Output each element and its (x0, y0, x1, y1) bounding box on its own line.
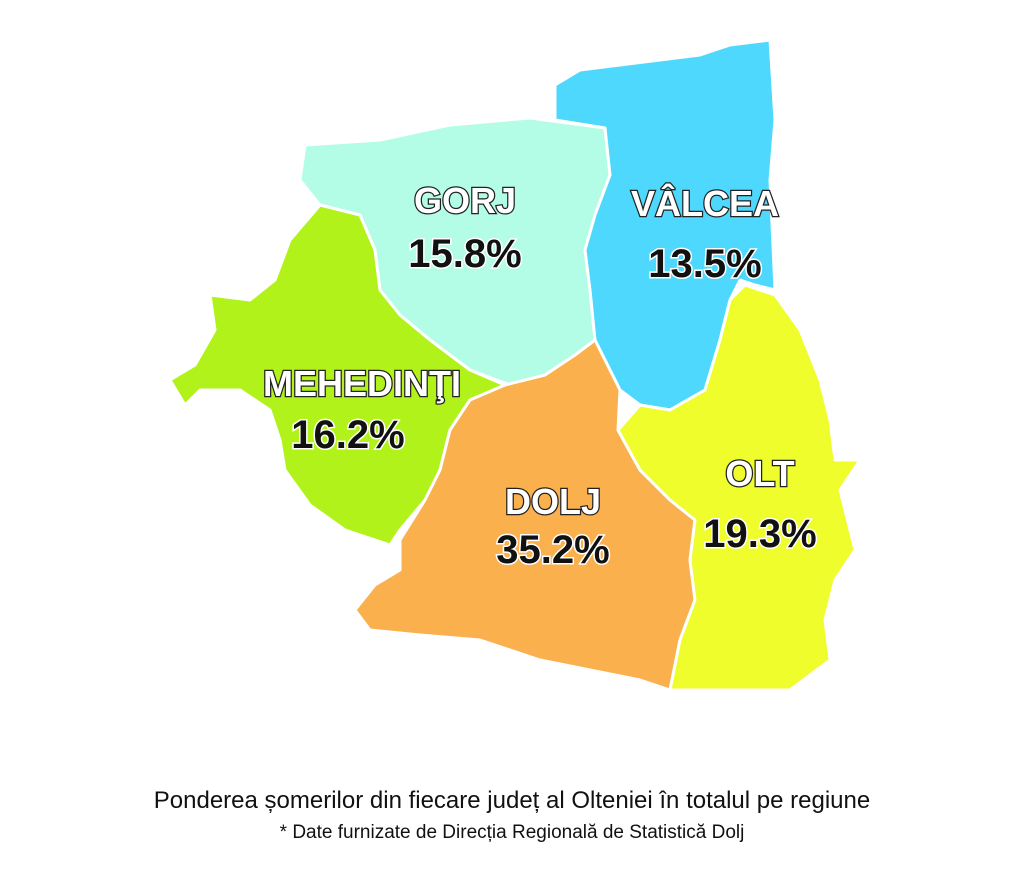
region (168, 203, 507, 547)
region-name: MEHEDINŢI (263, 363, 461, 404)
region-name: GORJ (414, 180, 516, 221)
caption: Ponderea șomerilor din fiecare județ al … (154, 787, 870, 814)
region-share: 19.3% (703, 512, 816, 556)
region-share: 15.8% (408, 232, 521, 276)
source-note: * Date furnizate de Direcția Regională d… (280, 822, 745, 843)
region-share: 16.2% (291, 413, 404, 457)
region-share: 13.5% (648, 242, 761, 286)
region (353, 338, 697, 692)
region-name: OLT (725, 453, 794, 494)
region-name: DOLJ (505, 481, 601, 522)
region-name: VÂLCEA (631, 182, 779, 224)
region (616, 283, 862, 692)
region-share: 35.2% (496, 528, 609, 572)
